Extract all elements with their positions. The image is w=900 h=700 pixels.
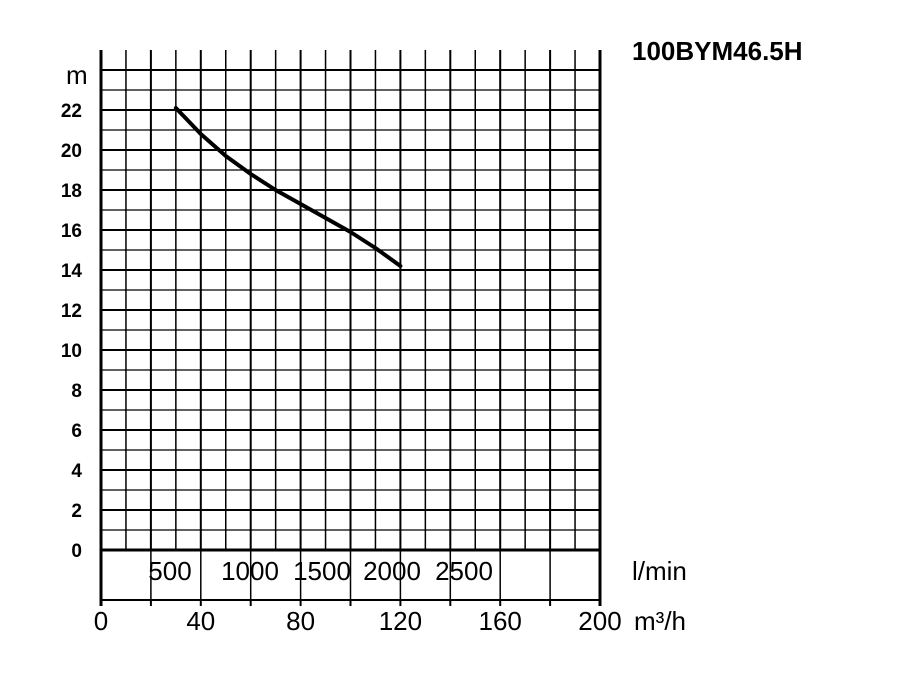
x-tick-label-m3h: 80 (286, 606, 315, 636)
y-tick-label: 16 (61, 221, 82, 242)
x-tick-label-m3h: 40 (186, 606, 215, 636)
x-tick-label-m3h: 120 (379, 606, 422, 636)
x-tick-label-m3h: 160 (479, 606, 522, 636)
x-tick-label-m3h: 0 (94, 606, 108, 636)
y-tick-label: 6 (71, 421, 82, 442)
y-tick-label: 10 (61, 341, 82, 362)
y-axis-unit: m (66, 60, 88, 90)
x-tick-label-lmin: 2500 (435, 556, 493, 586)
y-tick-label: 18 (61, 181, 82, 202)
y-tick-labels: 0 2 4 6 8 10 12 14 16 18 20 22 (61, 101, 83, 562)
x-tick-labels-m3h: 0 40 80 120 160 200 (94, 606, 622, 636)
x-tick-label-lmin: 2000 (363, 556, 421, 586)
x-tick-labels-lmin: 500 1000 1500 2000 2500 (148, 556, 493, 586)
x-tick-label-lmin: 1500 (293, 556, 351, 586)
x-tick-label-m3h: 200 (578, 606, 621, 636)
y-tick-label: 14 (61, 261, 83, 282)
performance-curves (173, 106, 403, 268)
y-tick-label: 22 (61, 101, 82, 122)
y-tick-label: 0 (71, 541, 82, 562)
x-axis-unit-lmin: l/min (632, 556, 687, 586)
y-tick-label: 4 (71, 461, 82, 482)
chart-frame (99, 50, 602, 606)
x-tick-label-lmin: 1000 (221, 556, 279, 586)
y-tick-label: 20 (61, 141, 82, 162)
series-line (173, 106, 403, 268)
x-tick-label-lmin: 500 (148, 556, 191, 586)
y-tick-label: 12 (61, 301, 82, 322)
chart-title: 100BYM46.5H (632, 36, 803, 66)
grid-lines (101, 50, 600, 600)
x-axis-unit-m3h: m³/h (634, 606, 686, 636)
y-tick-label: 2 (71, 501, 82, 522)
y-tick-label: 8 (71, 381, 82, 402)
